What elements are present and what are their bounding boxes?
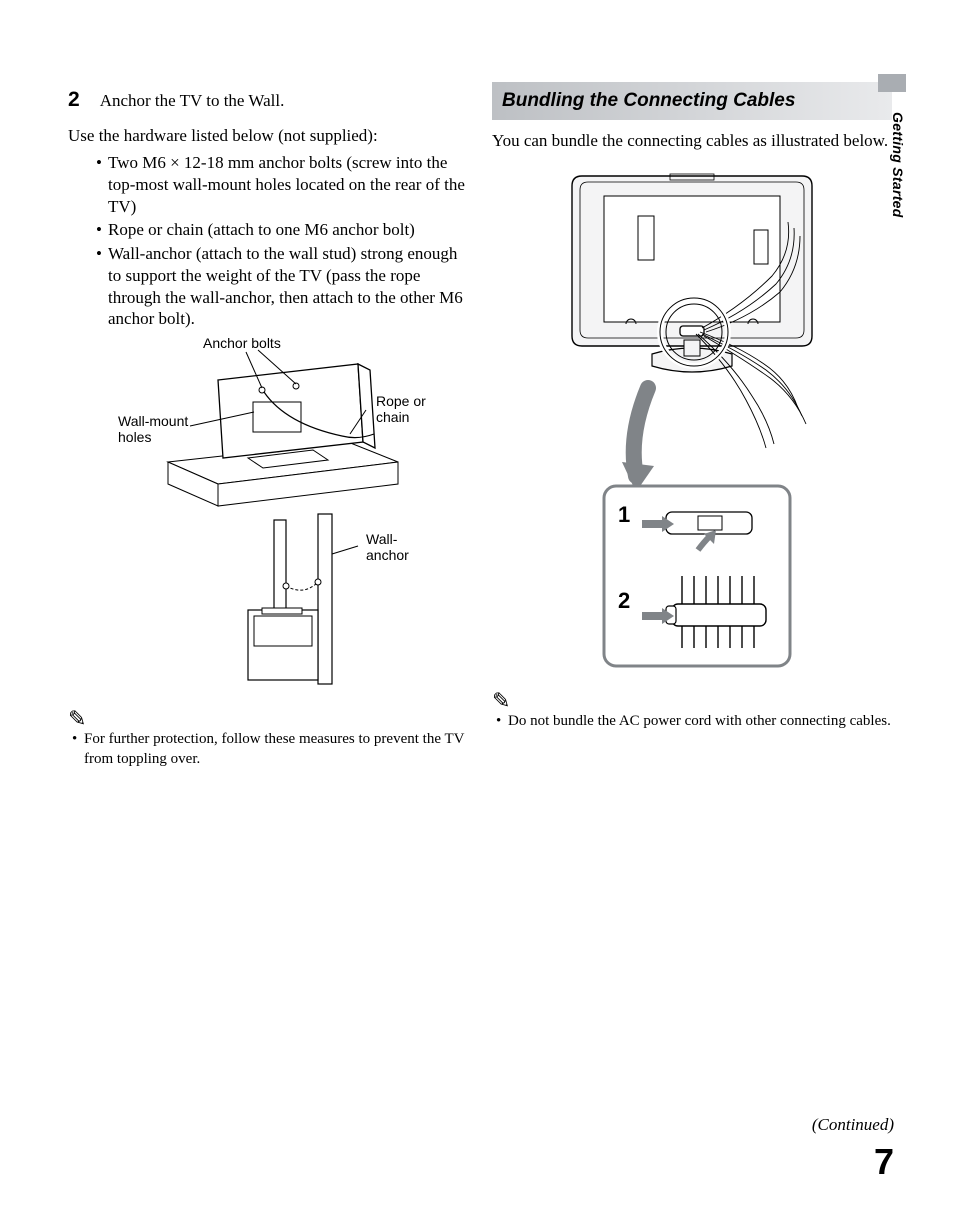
right-column: Bundling the Connecting Cables You can b… — [492, 88, 892, 732]
inset-step-1-number: 1 — [618, 502, 630, 527]
note-icon: ✎ — [492, 690, 892, 712]
anchor-diagram-svg: Anchor bolts Wall-mount holes Rope or ch… — [98, 334, 438, 694]
tv-rear-view — [168, 350, 398, 506]
section-heading-bar: Bundling the Connecting Cables — [492, 82, 892, 120]
wall-anchor-label-2: anchor — [366, 547, 409, 563]
bundle-figure: 1 2 — [492, 156, 892, 676]
wall-anchor-label-1: Wall- — [366, 531, 398, 547]
section-side-label: Getting Started — [890, 112, 906, 218]
side-tab-marker — [878, 74, 906, 92]
rope-chain-label-2: chain — [376, 409, 409, 425]
list-item: Two M6 × 12-18 mm anchor bolts (screw in… — [96, 152, 468, 217]
section-heading: Bundling the Connecting Cables — [502, 90, 882, 112]
right-note-list: Do not bundle the AC power cord with oth… — [492, 712, 892, 732]
list-item: Wall-anchor (attach to the wall stud) st… — [96, 243, 468, 330]
note-icon: ✎ — [68, 708, 468, 730]
continued-label: (Continued) — [812, 1115, 894, 1135]
left-column: 2 Anchor the TV to the Wall. Use the har… — [68, 88, 468, 769]
hardware-list: Two M6 × 12-18 mm anchor bolts (screw in… — [68, 152, 468, 330]
left-note-list: For further protection, follow these mea… — [68, 730, 468, 769]
step-text: Anchor the TV to the Wall. — [100, 91, 285, 111]
step-line: 2 Anchor the TV to the Wall. — [68, 88, 468, 112]
list-item: Rope or chain (attach to one M6 anchor b… — [96, 219, 468, 241]
bundle-diagram-svg: 1 2 — [542, 156, 842, 676]
inset-steps: 1 2 — [604, 486, 790, 666]
anchor-figure: Anchor bolts Wall-mount holes Rope or ch… — [68, 334, 468, 694]
list-item: For further protection, follow these mea… — [72, 730, 468, 769]
left-intro: Use the hardware listed below (not suppl… — [68, 126, 468, 146]
tv-rear-cables — [572, 174, 812, 448]
inset-step-2-number: 2 — [618, 588, 630, 613]
wall-anchor-side-view — [248, 514, 358, 684]
page-root: Getting Started 2 Anchor the TV to the W… — [0, 0, 954, 1221]
anchor-bolts-label: Anchor bolts — [203, 335, 281, 351]
wall-mount-holes-label-2: holes — [118, 429, 151, 445]
right-intro: You can bundle the connecting cables as … — [492, 130, 892, 152]
zoom-arrow-icon — [622, 388, 654, 492]
list-item: Do not bundle the AC power cord with oth… — [496, 712, 892, 732]
two-column-layout: 2 Anchor the TV to the Wall. Use the har… — [68, 88, 894, 769]
page-number: 7 — [874, 1141, 894, 1183]
step-number: 2 — [68, 88, 80, 112]
wall-mount-holes-label-1: Wall-mount — [118, 413, 188, 429]
rope-chain-label-1: Rope or — [376, 393, 426, 409]
